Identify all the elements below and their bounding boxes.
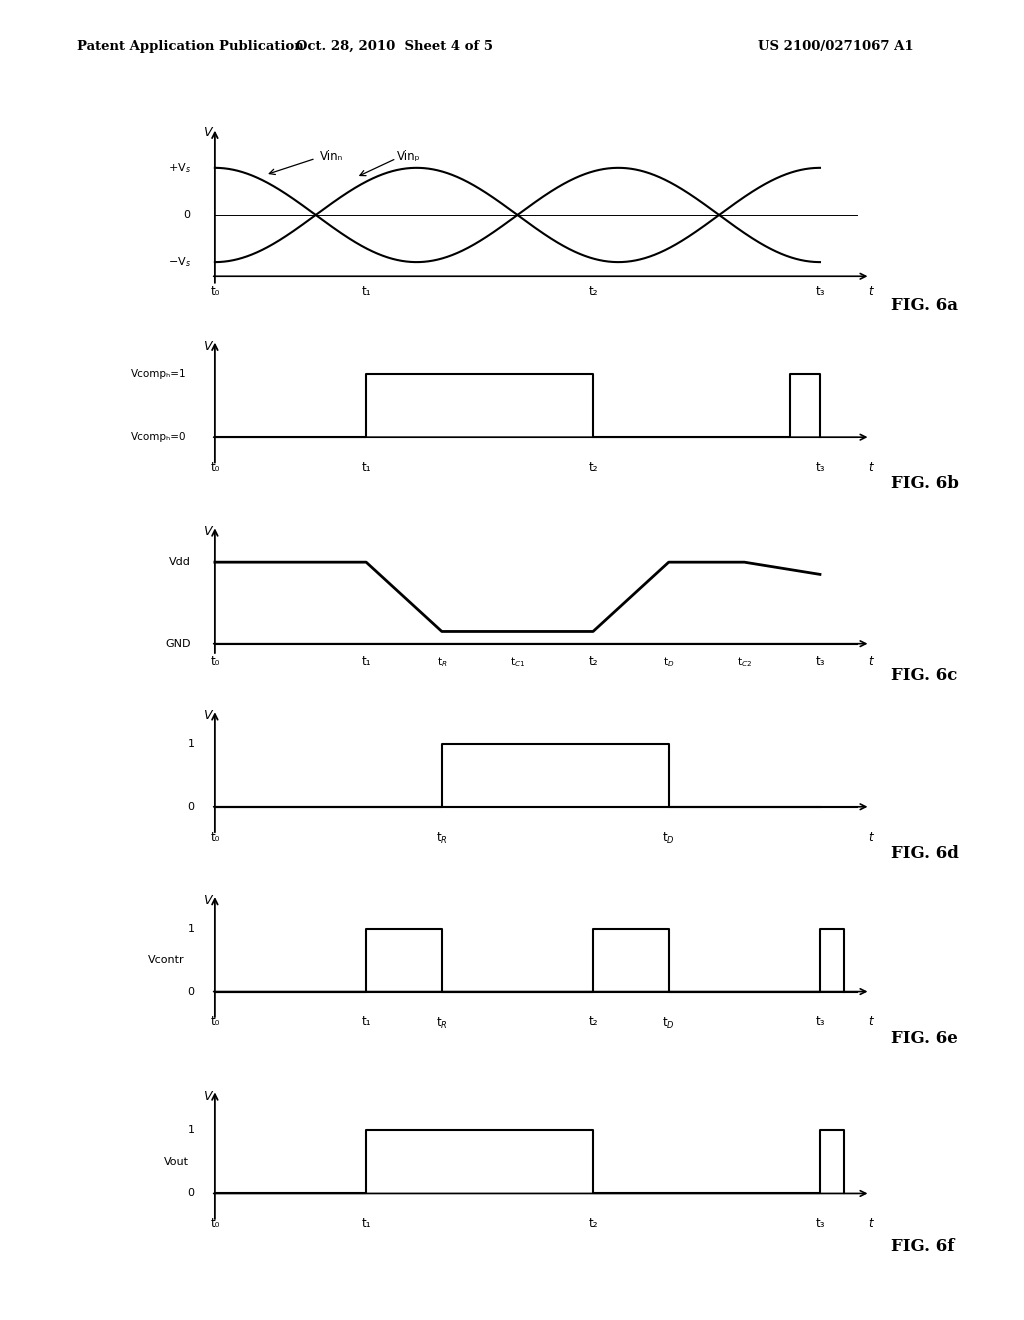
Text: t₀: t₀ xyxy=(210,461,219,474)
Text: +V$_s$: +V$_s$ xyxy=(168,161,190,174)
Text: t₃: t₃ xyxy=(815,1015,824,1028)
Text: t$_D$: t$_D$ xyxy=(663,830,675,846)
Text: 1: 1 xyxy=(187,924,195,933)
Text: t₀: t₀ xyxy=(210,285,219,298)
Text: t: t xyxy=(868,830,872,843)
Text: t$_R$: t$_R$ xyxy=(436,655,447,669)
Text: FIG. 6a: FIG. 6a xyxy=(891,297,957,314)
Text: t₂: t₂ xyxy=(589,285,598,298)
Text: V: V xyxy=(203,339,211,352)
Text: Vcontr: Vcontr xyxy=(148,956,184,965)
Text: FIG. 6c: FIG. 6c xyxy=(891,667,957,684)
Text: V: V xyxy=(203,525,211,539)
Text: Oct. 28, 2010  Sheet 4 of 5: Oct. 28, 2010 Sheet 4 of 5 xyxy=(296,40,493,53)
Text: t: t xyxy=(868,1015,872,1028)
Text: t₀: t₀ xyxy=(210,1015,219,1028)
Text: FIG. 6d: FIG. 6d xyxy=(891,845,958,862)
Text: 0: 0 xyxy=(187,1188,195,1199)
Text: FIG. 6e: FIG. 6e xyxy=(891,1030,957,1047)
Text: 0: 0 xyxy=(183,210,190,220)
Text: t₃: t₃ xyxy=(815,285,824,298)
Text: 0: 0 xyxy=(187,801,195,812)
Text: t: t xyxy=(868,285,872,298)
Text: t₀: t₀ xyxy=(210,830,219,843)
Text: t₂: t₂ xyxy=(589,655,598,668)
Text: t₃: t₃ xyxy=(815,461,824,474)
Text: t₁: t₁ xyxy=(361,1015,371,1028)
Text: t₁: t₁ xyxy=(361,461,371,474)
Text: t₃: t₃ xyxy=(815,1217,824,1230)
Text: t$_{C2}$: t$_{C2}$ xyxy=(737,655,752,669)
Text: V: V xyxy=(203,894,211,907)
Text: t$_D$: t$_D$ xyxy=(663,1015,675,1031)
Text: t$_R$: t$_R$ xyxy=(436,1015,447,1031)
Text: US 2100/0271067 A1: US 2100/0271067 A1 xyxy=(758,40,913,53)
Text: GND: GND xyxy=(165,639,190,648)
Text: 0: 0 xyxy=(187,986,195,997)
Text: t₁: t₁ xyxy=(361,655,371,668)
Text: Vinₚ: Vinₚ xyxy=(396,149,420,162)
Text: V: V xyxy=(203,1089,211,1102)
Text: Vinₙ: Vinₙ xyxy=(319,149,343,162)
Text: t$_R$: t$_R$ xyxy=(436,830,447,846)
Text: 1: 1 xyxy=(187,1126,195,1135)
Text: t: t xyxy=(868,461,872,474)
Text: t₂: t₂ xyxy=(589,461,598,474)
Text: t₂: t₂ xyxy=(589,1217,598,1230)
Text: V: V xyxy=(203,709,211,722)
Text: t$_{C1}$: t$_{C1}$ xyxy=(510,655,525,669)
Text: t₀: t₀ xyxy=(210,655,219,668)
Text: FIG. 6b: FIG. 6b xyxy=(891,475,958,492)
Text: Vcompₕ=1: Vcompₕ=1 xyxy=(131,370,186,379)
Text: t: t xyxy=(868,1217,872,1230)
Text: $-$V$_s$: $-$V$_s$ xyxy=(168,255,190,269)
Text: V: V xyxy=(203,127,211,140)
Text: t₁: t₁ xyxy=(361,1217,371,1230)
Text: Vdd: Vdd xyxy=(169,557,190,568)
Text: Patent Application Publication: Patent Application Publication xyxy=(77,40,303,53)
Text: t$_D$: t$_D$ xyxy=(663,655,675,669)
Text: Vcompₕ=0: Vcompₕ=0 xyxy=(131,432,186,442)
Text: t₂: t₂ xyxy=(589,1015,598,1028)
Text: t₁: t₁ xyxy=(361,285,371,298)
Text: Vout: Vout xyxy=(164,1156,188,1167)
Text: t: t xyxy=(868,655,872,668)
Text: FIG. 6f: FIG. 6f xyxy=(891,1238,954,1255)
Text: t₃: t₃ xyxy=(815,655,824,668)
Text: 1: 1 xyxy=(187,739,195,748)
Text: t₀: t₀ xyxy=(210,1217,219,1230)
